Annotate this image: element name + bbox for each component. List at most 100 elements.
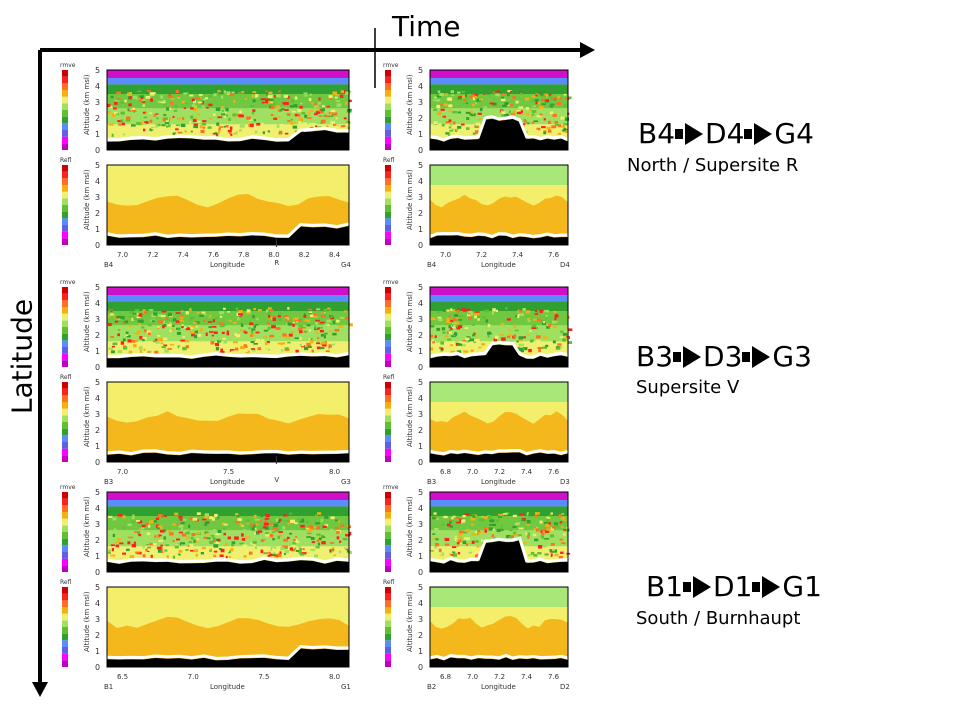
route-start: B1	[646, 570, 684, 603]
altitude-label: Altitude (km msl)	[83, 291, 91, 352]
longitude-tick: 7.6	[548, 673, 560, 681]
arrow-right-icon	[673, 345, 703, 368]
altitude-tick: 3	[418, 615, 423, 624]
altitude-tick: 0	[418, 458, 423, 467]
color-scale: rmve	[60, 484, 76, 572]
altitude-tick: 3	[95, 98, 100, 107]
longitude-tick: 8.2	[299, 251, 310, 259]
longitude-tick: 7.0	[117, 251, 128, 259]
altitude-tick: 1	[95, 442, 100, 451]
refl-plot	[429, 381, 569, 463]
longitude-axis: 6.8 7.0 7.2 7.4 7.6 B2 D2 Longitude	[427, 673, 570, 691]
transect-end: D4	[560, 261, 570, 269]
longitude-tick: 7.4	[521, 673, 533, 681]
longitude-tick: 7.0	[117, 468, 128, 476]
transect-start: B1	[104, 683, 113, 691]
altitude-tick: 0	[95, 568, 100, 577]
altitude-tick: 4	[95, 599, 100, 608]
altitude-tick: 4	[418, 82, 423, 91]
altitude-tick: 2	[95, 209, 100, 218]
route-mid: D3	[703, 340, 743, 373]
longitude-tick: 6.8	[440, 673, 451, 681]
rmve-plot	[106, 69, 352, 151]
route-subtitle-north: North / Supersite R	[627, 155, 799, 176]
scale-label: Refl	[383, 157, 395, 164]
color-scale: rmve	[383, 62, 399, 150]
route-mid: D1	[713, 570, 753, 603]
scale-label: Refl	[60, 157, 72, 164]
altitude-axis: Altitude (km msl) 0 1 2 3 4 5	[406, 488, 423, 577]
longitude-tick: 6.8	[440, 468, 451, 476]
longitude-tick: 7.2	[147, 251, 158, 259]
altitude-label: Altitude (km msl)	[83, 496, 91, 557]
altitude-label: Altitude (km msl)	[83, 169, 91, 230]
arrow-right-icon	[752, 575, 782, 598]
altitude-label: Altitude (km msl)	[406, 591, 414, 652]
altitude-tick: 3	[418, 520, 423, 529]
altitude-label: Altitude (km msl)	[406, 496, 414, 557]
altitude-label: Altitude (km msl)	[406, 386, 414, 447]
altitude-tick: 5	[418, 583, 423, 592]
longitude-tick: 7.0	[188, 673, 199, 681]
altitude-tick: 1	[95, 347, 100, 356]
route-end: G1	[782, 570, 822, 603]
altitude-tick: 2	[95, 631, 100, 640]
altitude-tick: 2	[418, 114, 423, 123]
altitude-tick: 4	[418, 599, 423, 608]
altitude-tick: 4	[95, 82, 100, 91]
longitude-tick: 7.0	[467, 468, 478, 476]
longitude-tick: 8.0	[329, 468, 340, 476]
altitude-axis: Altitude (km msl) 0 1 2 3 4 5	[83, 161, 100, 250]
longitude-tick: 7.4	[512, 251, 524, 259]
altitude-tick: 5	[95, 488, 100, 497]
color-scale: rmve	[60, 279, 76, 367]
altitude-tick: 1	[95, 552, 100, 561]
transect-start: B3	[104, 478, 113, 486]
altitude-tick: 0	[95, 241, 100, 250]
site-marker: R	[274, 259, 279, 267]
scale-label: Refl	[383, 374, 395, 381]
altitude-axis: Altitude (km msl) 0 1 2 3 4 5	[406, 283, 423, 372]
panel-1-right: rmve Altitude (km msl) 0 1 2 3 4 5 Refl Altitude …	[383, 279, 573, 486]
altitude-tick: 1	[95, 225, 100, 234]
rmve-plot	[106, 286, 353, 368]
altitude-tick: 4	[95, 177, 100, 186]
altitude-label: Altitude (km msl)	[406, 291, 414, 352]
altitude-tick: 0	[95, 146, 100, 155]
scale-label: rmve	[383, 279, 399, 286]
altitude-axis: Altitude (km msl) 0 1 2 3 4 5	[406, 66, 423, 155]
altitude-tick: 4	[95, 299, 100, 308]
altitude-tick: 4	[418, 177, 423, 186]
color-scale: Refl	[60, 579, 72, 667]
altitude-tick: 0	[95, 663, 100, 672]
longitude-tick: 7.6	[208, 251, 220, 259]
panel-2-left: rmve Altitude (km msl) 0 1 2 3 4 5 Refl Altitude …	[60, 484, 352, 691]
arrow-right-icon	[683, 575, 713, 598]
rmve-plot	[429, 286, 573, 368]
altitude-label: Altitude (km msl)	[406, 169, 414, 230]
altitude-tick: 4	[418, 394, 423, 403]
altitude-tick: 5	[95, 283, 100, 292]
altitude-tick: 2	[95, 426, 100, 435]
altitude-axis: Altitude (km msl) 0 1 2 3 4 5	[406, 378, 423, 467]
altitude-tick: 3	[418, 193, 423, 202]
altitude-tick: 1	[418, 552, 423, 561]
altitude-tick: 4	[418, 504, 423, 513]
longitude-tick: 8.0	[268, 251, 279, 259]
panel-0-right: rmve Altitude (km msl) 0 1 2 3 4 5 Refl Altitude …	[383, 62, 572, 269]
refl-plot	[106, 586, 350, 668]
scale-label: Refl	[383, 579, 395, 586]
refl-plot	[106, 164, 350, 246]
scale-label: rmve	[383, 62, 399, 69]
longitude-label: Longitude	[210, 478, 245, 486]
arrow-right-icon	[675, 122, 705, 145]
altitude-tick: 5	[418, 378, 423, 387]
altitude-tick: 1	[418, 347, 423, 356]
altitude-tick: 5	[95, 378, 100, 387]
altitude-label: Altitude (km msl)	[83, 386, 91, 447]
color-scale: Refl	[383, 579, 395, 667]
route-label-south: B1 D1 G1	[646, 570, 822, 603]
longitude-tick: 7.2	[494, 468, 505, 476]
longitude-tick: 8.4	[329, 251, 341, 259]
longitude-axis: 7.0 7.2 7.4 7.6 7.8 8.0 8.2 8.4 B4 G4 Longitude R	[104, 239, 351, 269]
